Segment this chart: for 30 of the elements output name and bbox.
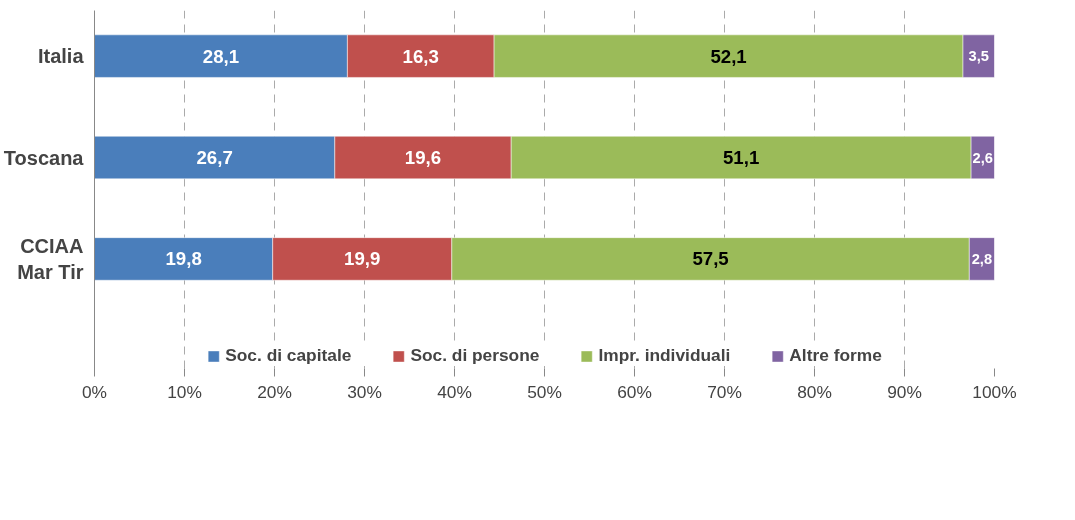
x-tick-label: 40% — [437, 381, 472, 402]
legend-label: Soc. di persone — [410, 345, 540, 366]
legend-label: Soc. di capitale — [225, 345, 352, 366]
data-label: 28,1 — [202, 45, 240, 67]
legend-label: Altre forme — [789, 345, 882, 366]
legend-label: Impr. individuali — [598, 345, 731, 366]
data-label: 19,8 — [165, 248, 202, 270]
data-label: 19,9 — [344, 248, 381, 270]
x-tick-label: 0% — [81, 381, 108, 402]
data-label: 2,6 — [972, 149, 993, 166]
x-tick-label: 50% — [527, 381, 562, 402]
y-tick-label: Italia — [37, 45, 85, 68]
data-label: 2,8 — [971, 250, 993, 267]
data-label: 52,1 — [710, 45, 747, 67]
x-tick-label: 100% — [972, 381, 1017, 402]
data-label: 19,6 — [404, 147, 442, 169]
x-tick-label: 90% — [887, 381, 922, 402]
y-tick-label: Toscana — [3, 146, 85, 169]
x-tick-label: 10% — [167, 381, 202, 402]
y-tick-label: CCIAA Mar Tir — [17, 234, 84, 284]
x-tick-label: 30% — [347, 381, 382, 402]
data-label: 51,1 — [722, 147, 760, 169]
x-tick-label: 80% — [797, 381, 832, 402]
x-tick-label: 60% — [617, 381, 652, 402]
data-label: 57,5 — [692, 248, 729, 270]
x-tick-label: 20% — [257, 381, 292, 402]
x-tick-label: 70% — [707, 381, 742, 402]
data-label: 16,3 — [402, 45, 439, 67]
data-label: 26,7 — [196, 147, 233, 169]
data-label: 3,5 — [968, 48, 989, 65]
